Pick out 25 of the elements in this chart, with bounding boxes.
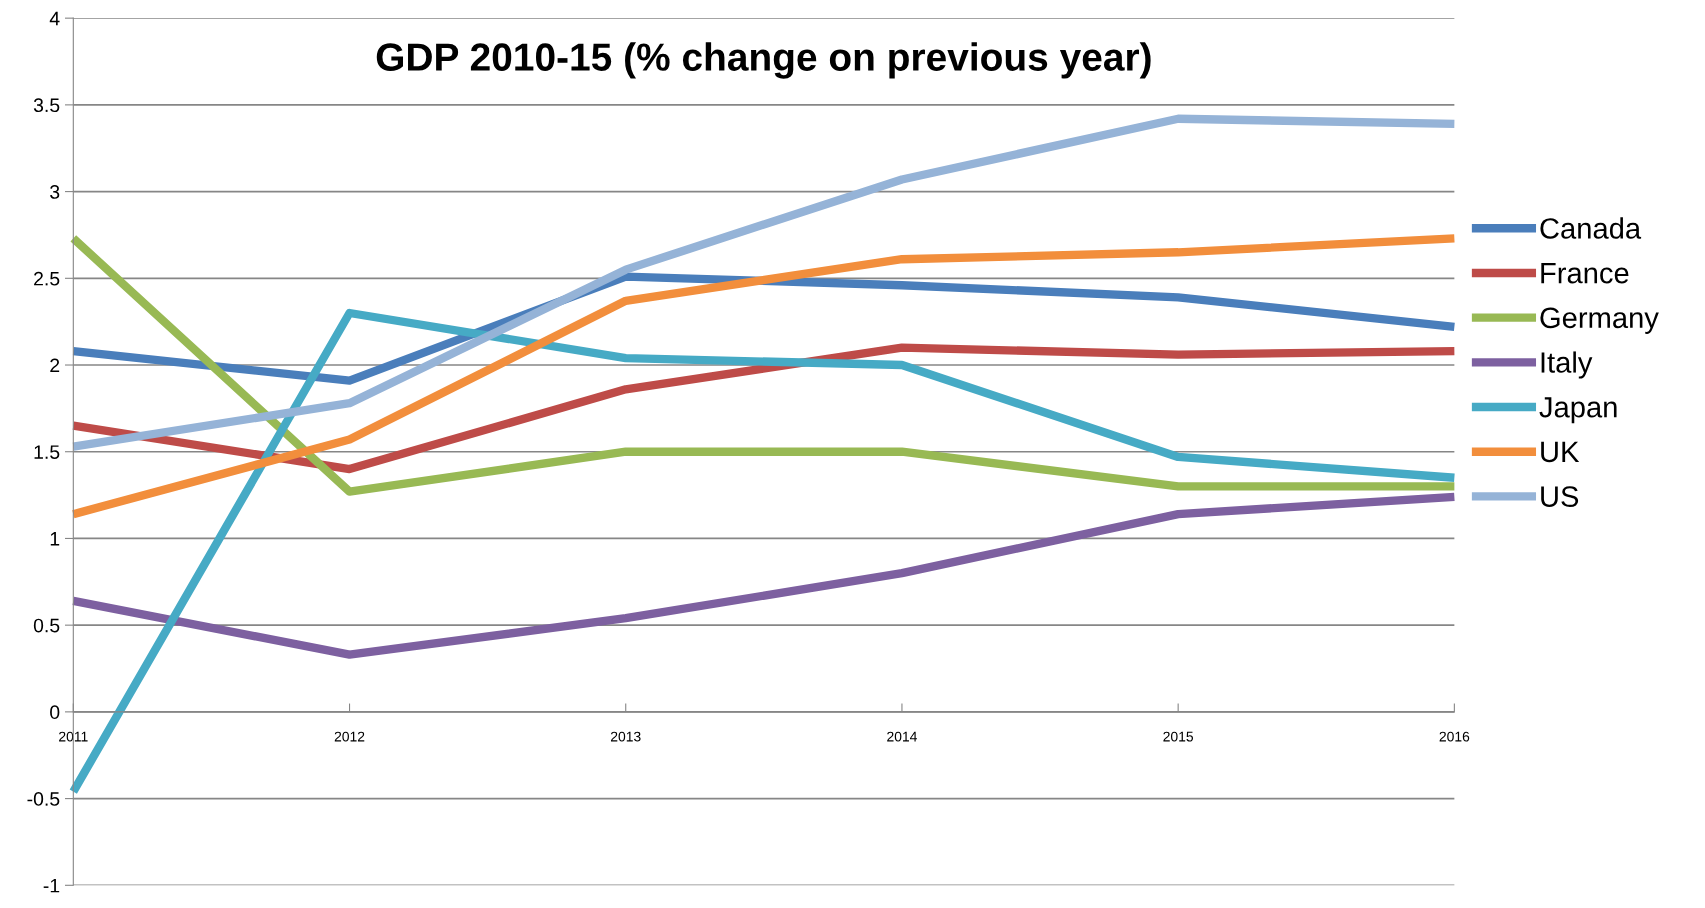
y-tick-label: 4 — [49, 11, 60, 26]
x-tick-label: 2013 — [610, 731, 641, 742]
y-tick-label: -0.5 — [27, 792, 60, 806]
legend-label: Germany — [1540, 307, 1659, 334]
y-tick-label: 1.5 — [34, 445, 60, 459]
y-tick-label: 0.5 — [33, 618, 60, 633]
legend-label: US — [1541, 486, 1579, 507]
text: GDP 2010-15 (% change on previous year) — [376, 42, 1151, 79]
x-tick-label: 2014 — [887, 731, 917, 742]
y-tick-label: 2 — [50, 358, 60, 373]
legend-label: Canada — [1540, 217, 1642, 239]
x-tick-label: 2011 — [59, 731, 88, 742]
y-tick-label: -1 — [43, 878, 60, 893]
legend-label: UK — [1541, 441, 1580, 463]
legend-label: France — [1541, 263, 1629, 284]
x-tick-label: 2012 — [334, 731, 365, 742]
legend-label: Italy — [1541, 351, 1593, 379]
y-tick-label: 0 — [50, 705, 60, 720]
x-tick-label: 2015 — [1163, 731, 1194, 742]
x-tick-label: 2016 — [1439, 731, 1470, 742]
y-tick-label: 3.5 — [33, 98, 60, 113]
y-tick-label: 3 — [50, 185, 60, 199]
y-tick-label: 1 — [50, 532, 60, 546]
y-tick-label: 2.5 — [34, 271, 60, 286]
legend-label: Japan — [1539, 397, 1617, 424]
